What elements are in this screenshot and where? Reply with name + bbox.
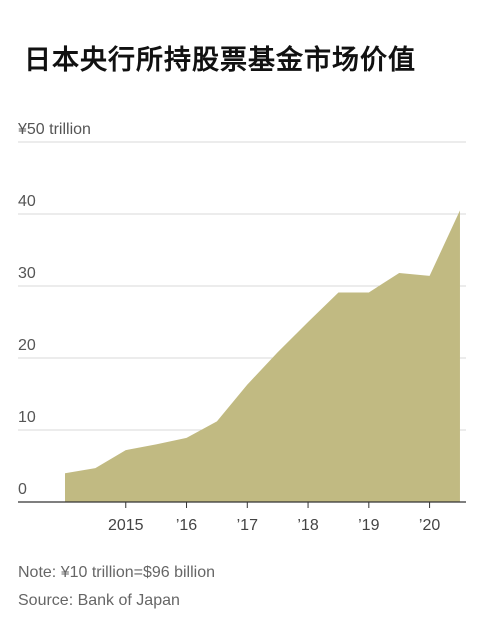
series-area	[65, 210, 460, 502]
y-tick-label-40: 40	[18, 193, 36, 210]
x-tick-label-2020: ’20	[419, 517, 440, 534]
x-tick-label-2018: ’18	[297, 517, 318, 534]
chart-title: 日本央行所持股票基金市场价值	[24, 45, 416, 76]
y-tick-label-0: 0	[18, 481, 27, 498]
y-axis-labels: 0 10 20 30 40 ¥50 trillion	[17, 121, 91, 498]
x-tick-label-2016: ’16	[176, 517, 197, 534]
x-tick-label-2019: ’19	[358, 517, 379, 534]
x-tick-label-2015: 2015	[108, 517, 144, 534]
x-tick-label-2017: ’17	[237, 517, 258, 534]
y-tick-label-10: 10	[18, 409, 36, 426]
y-tick-label-20: 20	[18, 337, 36, 354]
y-tick-label-30: 30	[18, 265, 36, 282]
source-text: Source: Bank of Japan	[18, 592, 180, 609]
note-text: Note: ¥10 trillion=$96 billion	[18, 564, 216, 581]
y-tick-label-50: ¥50 trillion	[17, 121, 91, 138]
x-axis-ticks: 2015 ’16 ’17 ’18 ’19 ’20	[108, 502, 440, 534]
